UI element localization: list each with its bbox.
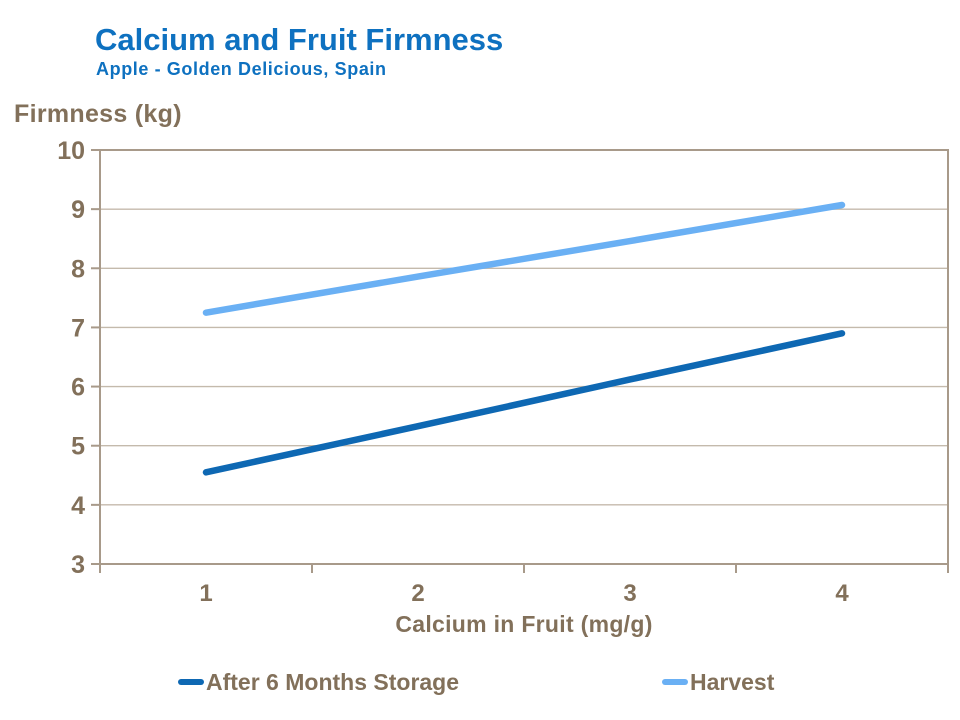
x-tick-label-3: 3	[623, 580, 636, 607]
plot-frame	[99, 149, 949, 565]
chart-title: Calcium and Fruit Firmness	[95, 22, 504, 57]
x-axis-title: Calcium in Fruit (mg/g)	[395, 611, 653, 637]
y-tick-label-7: 7	[71, 314, 85, 342]
legend-label-harvest: Harvest	[690, 668, 775, 695]
y-tick-label-9: 9	[71, 196, 85, 224]
y-tick-label-10: 10	[57, 137, 85, 165]
x-tick-label-1: 1	[199, 580, 212, 607]
y-tick-label-5: 5	[71, 433, 85, 461]
legend-item-after-6-months-storage: After 6 Months Storage	[178, 669, 459, 695]
y-tick-label-8: 8	[71, 255, 85, 283]
y-tick-label-6: 6	[71, 374, 85, 402]
y-tick-label-3: 3	[71, 551, 85, 579]
legend-swatch-harvest-icon	[662, 679, 688, 685]
y-axis-title: Firmness (kg)	[14, 100, 182, 128]
series-line-after-6-months-storage	[202, 330, 846, 476]
chart-subtitle: Apple - Golden Delicious, Spain	[96, 59, 387, 79]
legend-item-harvest: Harvest	[662, 669, 774, 695]
x-tick-label-2: 2	[411, 580, 424, 607]
x-tick-label-4: 4	[835, 580, 849, 607]
legend-swatch-after-6-months-storage-icon	[178, 679, 204, 685]
y-tick-label-4: 4	[71, 492, 85, 520]
legend: After 6 Months Storage Harvest	[0, 669, 960, 699]
legend-label-after-6-months-storage: After 6 Months Storage	[206, 668, 460, 695]
series-line-harvest	[202, 201, 846, 316]
